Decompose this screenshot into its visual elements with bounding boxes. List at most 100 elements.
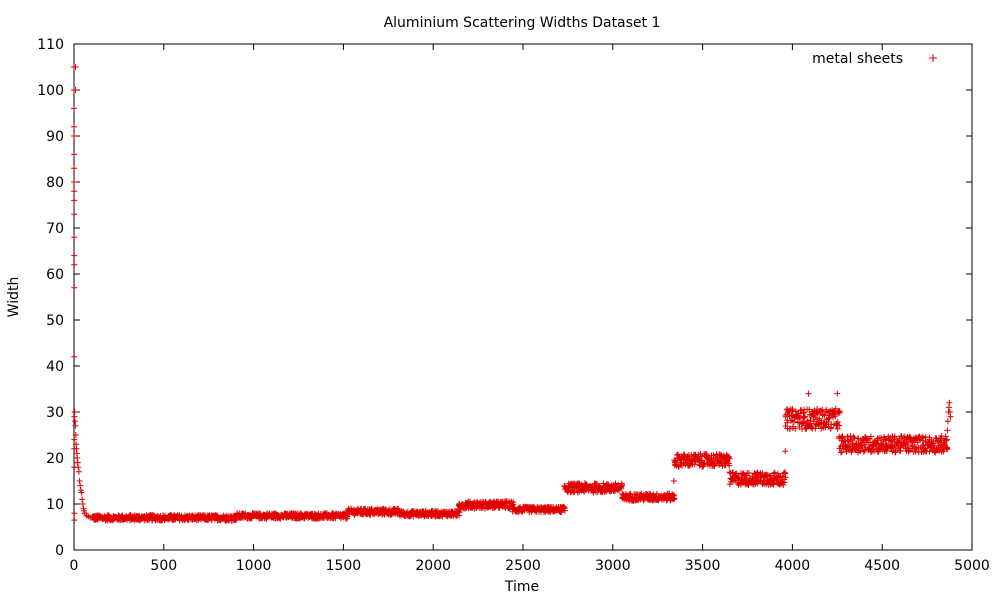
data-point bbox=[907, 434, 914, 441]
data-point bbox=[866, 435, 873, 442]
data-point bbox=[72, 64, 79, 70]
data-point bbox=[771, 469, 778, 476]
data-point bbox=[666, 490, 673, 497]
data-point bbox=[72, 87, 79, 93]
data-point bbox=[943, 436, 950, 443]
x-tick-label: 0 bbox=[70, 558, 79, 574]
data-point bbox=[754, 480, 761, 487]
data-point bbox=[945, 404, 952, 411]
data-point bbox=[71, 188, 78, 195]
data-point bbox=[670, 478, 677, 484]
data-point bbox=[646, 490, 653, 497]
data-point bbox=[817, 407, 824, 414]
data-point bbox=[827, 424, 834, 431]
data-point bbox=[854, 435, 861, 442]
data-point bbox=[720, 452, 727, 459]
data-point bbox=[834, 419, 841, 426]
data-point bbox=[906, 433, 913, 440]
x-tick-label: 500 bbox=[150, 558, 177, 574]
data-point bbox=[700, 463, 707, 470]
data-point bbox=[942, 433, 949, 440]
y-tick-label: 10 bbox=[46, 497, 64, 513]
data-point bbox=[71, 165, 78, 172]
data-point bbox=[710, 462, 717, 469]
data-point bbox=[71, 252, 78, 259]
data-point bbox=[834, 390, 841, 397]
y-tick-label: 40 bbox=[46, 359, 64, 375]
data-point bbox=[781, 469, 788, 476]
data-point bbox=[71, 284, 78, 291]
data-point bbox=[71, 105, 78, 112]
y-tick-label: 0 bbox=[55, 543, 64, 559]
data-point bbox=[892, 449, 899, 456]
y-tick-label: 50 bbox=[46, 313, 64, 329]
data-point bbox=[898, 432, 905, 439]
data-point bbox=[71, 179, 78, 185]
data-point bbox=[806, 421, 813, 428]
data-point bbox=[839, 433, 846, 440]
data-point bbox=[922, 445, 929, 452]
data-point bbox=[604, 480, 611, 487]
x-tick-label: 4500 bbox=[864, 558, 900, 574]
data-point bbox=[787, 417, 794, 424]
data-point bbox=[799, 419, 806, 426]
data-point bbox=[704, 453, 711, 460]
data-point bbox=[822, 424, 829, 431]
data-point bbox=[871, 439, 878, 446]
data-point bbox=[75, 468, 82, 475]
data-point bbox=[918, 433, 925, 440]
data-point bbox=[686, 462, 693, 469]
data-point bbox=[561, 507, 568, 514]
x-tick-label: 4000 bbox=[775, 558, 811, 574]
data-point bbox=[842, 437, 849, 444]
data-point bbox=[928, 444, 935, 451]
data-point bbox=[72, 422, 79, 429]
data-point bbox=[782, 470, 789, 477]
data-point bbox=[767, 472, 774, 479]
data-point bbox=[561, 503, 568, 510]
y-tick-label: 20 bbox=[46, 451, 64, 467]
data-point bbox=[455, 508, 462, 515]
data-point bbox=[897, 448, 904, 455]
data-point bbox=[71, 133, 78, 139]
y-tick-label: 110 bbox=[37, 37, 64, 53]
data-point bbox=[938, 435, 945, 442]
data-point bbox=[71, 234, 78, 241]
data-point bbox=[71, 353, 78, 360]
data-point bbox=[707, 455, 714, 462]
data-point bbox=[891, 434, 898, 441]
data-point bbox=[946, 409, 953, 415]
x-tick-label: 1500 bbox=[326, 558, 362, 574]
data-point bbox=[836, 408, 843, 415]
data-point bbox=[766, 473, 773, 480]
x-tick-label: 1000 bbox=[236, 558, 272, 574]
data-point bbox=[800, 409, 807, 416]
x-tick-label: 3500 bbox=[685, 558, 721, 574]
data-point bbox=[878, 434, 885, 441]
data-point bbox=[74, 459, 81, 466]
data-point bbox=[71, 261, 78, 268]
y-tick-label: 30 bbox=[46, 405, 64, 421]
data-point bbox=[867, 433, 874, 440]
data-point bbox=[76, 478, 83, 484]
data-point bbox=[790, 418, 797, 425]
data-point bbox=[944, 418, 951, 425]
data-point bbox=[801, 414, 808, 421]
y-tick-label: 90 bbox=[46, 129, 64, 145]
data-point bbox=[944, 427, 951, 434]
data-point bbox=[509, 501, 516, 508]
data-point bbox=[683, 456, 690, 463]
data-point bbox=[847, 432, 854, 439]
data-point bbox=[914, 439, 921, 446]
data-point bbox=[71, 211, 78, 218]
data-point bbox=[72, 432, 79, 438]
data-point bbox=[75, 464, 82, 471]
legend-marker bbox=[929, 54, 937, 62]
data-point bbox=[71, 409, 78, 415]
plot-frame bbox=[73, 43, 973, 551]
data-point bbox=[883, 447, 890, 454]
x-tick-label: 2000 bbox=[415, 558, 451, 574]
data-point bbox=[792, 425, 799, 432]
data-point bbox=[889, 448, 896, 455]
